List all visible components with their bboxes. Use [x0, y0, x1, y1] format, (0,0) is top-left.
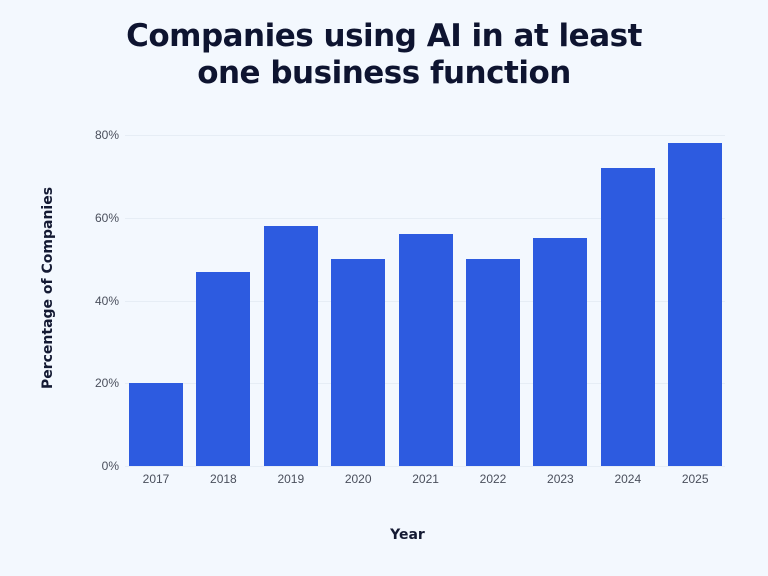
bar-2017[interactable]	[129, 383, 183, 466]
x-tick-label: 2025	[681, 472, 709, 486]
gridline	[125, 217, 725, 219]
x-tick-label: 2017	[142, 472, 170, 486]
y-tick-label: 40%	[94, 293, 119, 308]
bar-2019[interactable]	[263, 226, 318, 466]
title-line-2: one business function	[197, 55, 571, 91]
x-axis-label: Year	[390, 527, 425, 543]
x-tick-label: 2020	[344, 472, 372, 486]
bar-2018[interactable]	[196, 271, 251, 466]
plot-area: 0% 20% 40% 60% 80% 2017 2018 2019 2020 2021 2022 20…	[95, 128, 725, 486]
x-tick-label: 2021	[412, 472, 439, 486]
bar-2023[interactable]	[533, 238, 588, 466]
bar-2021[interactable]	[398, 234, 453, 466]
chart-title: Companies using AI in at least one busin…	[0, 18, 768, 92]
bar-2022[interactable]	[466, 259, 520, 466]
x-tick-label: 2019	[277, 472, 305, 486]
bar-2025[interactable]	[668, 143, 723, 466]
y-axis-label: Percentage of Companies	[40, 186, 56, 390]
gridline	[125, 135, 725, 136]
bar-2024[interactable]	[600, 168, 655, 466]
y-tick-label: 20%	[94, 376, 119, 391]
y-tick-label: 0%	[101, 459, 119, 473]
x-tick-label: 2023	[547, 472, 574, 486]
gridline	[125, 466, 725, 467]
x-tick-label: 2022	[479, 472, 507, 486]
x-tick-label: 2018	[210, 472, 237, 486]
y-tick-label: 80%	[94, 128, 119, 142]
x-tick-label: 2024	[614, 472, 642, 486]
y-tick-label: 60%	[94, 210, 119, 225]
title-line-1: Companies using AI in at least	[126, 18, 642, 54]
bar-2020[interactable]	[331, 259, 386, 466]
